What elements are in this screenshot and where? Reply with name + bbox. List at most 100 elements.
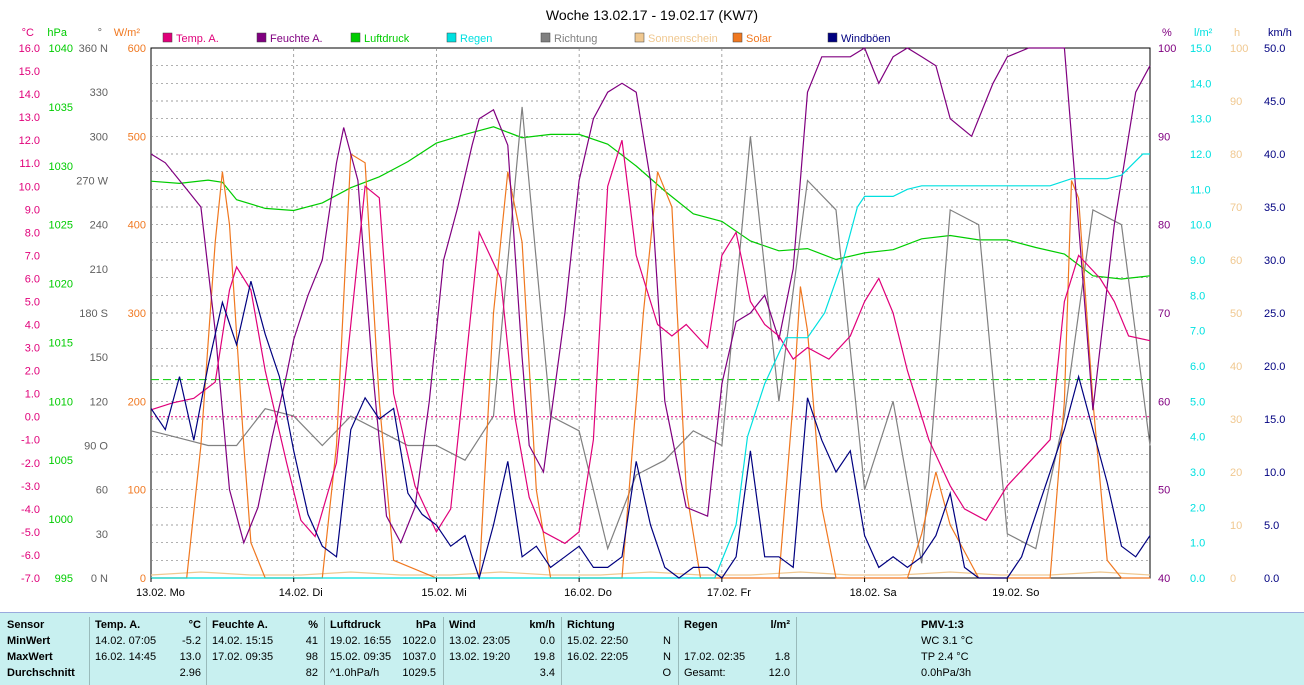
series-pressure	[150, 126, 1151, 280]
left-axis-tick: 15.0	[19, 66, 40, 78]
left-axis-unit: W/m²	[114, 27, 141, 39]
left-axis-tick: 1010	[49, 396, 73, 408]
left-axis-tick: 400	[128, 220, 146, 232]
weather-chart: Woche 13.02.17 - 19.02.17 (KW7) Temp. A.…	[19, 7, 1292, 599]
stats-header-rain: Regen	[684, 619, 718, 631]
right-axis-tick: 20.0	[1264, 361, 1285, 373]
legend-label-temp: Temp. A.	[176, 33, 219, 45]
right-axis-tick: 50	[1158, 485, 1170, 497]
left-axis-tick: -3.0	[21, 481, 40, 493]
stats-unit-hum: %	[308, 619, 318, 631]
stats-label-min: MinWert	[7, 635, 51, 647]
stats-hum-min-date: 14.02. 15:15	[212, 635, 274, 647]
left-axis-tick: -6.0	[21, 550, 40, 562]
stats-pressure-min-date: 19.02. 16:55	[330, 635, 392, 647]
legend-label-pressure: Luftdruck	[364, 33, 410, 45]
stats-temp-max-val: 13.0	[179, 651, 201, 663]
stats-header-temp: Temp. A.	[95, 619, 141, 631]
right-axis-tick: 3.0	[1190, 467, 1205, 479]
right-axis-tick: 9.0	[1190, 255, 1205, 267]
right-axis-tick: 15.0	[1190, 43, 1211, 55]
right-axis-tick: 60	[1230, 255, 1242, 267]
right-axis-tick: 30.0	[1264, 255, 1285, 267]
left-axis-tick: 5.0	[25, 296, 40, 308]
left-axis-tick: -7.0	[21, 573, 40, 585]
left-axis-tick: 11.0	[19, 158, 40, 170]
stats-pressure-max-date: 15.02. 09:35	[330, 651, 392, 663]
legend-swatch-solar	[732, 32, 743, 43]
stats-label-avg: Durchschnitt	[7, 667, 75, 679]
right-axis-unit: km/h	[1268, 27, 1292, 39]
stats-rain-max-val: 1.8	[774, 651, 790, 663]
right-axis-tick: 15.0	[1264, 414, 1285, 426]
right-axis-unit: h	[1234, 27, 1240, 39]
stats-dir-min-val: N	[663, 635, 671, 647]
stats-pressure-avg-val: 1029.5	[402, 667, 436, 679]
left-axis-tick: 300	[90, 131, 108, 143]
legend: Temp. A. Feuchte A. Luftdruck Regen Richtung…	[162, 32, 891, 45]
right-axis-unit: %	[1162, 27, 1172, 39]
left-axis-tick: 360 N	[79, 43, 108, 55]
grid	[151, 48, 1150, 578]
stats-wind-min-val: 0.0	[539, 635, 555, 647]
right-axis-tick: 30	[1230, 414, 1242, 426]
legend-label-solar: Solar	[746, 33, 772, 45]
left-axis-tick: 500	[128, 131, 146, 143]
x-tick-label: 13.02. Mo	[136, 587, 185, 599]
stats-wind-max-val: 19.8	[533, 651, 555, 663]
right-axis-tick: 5.0	[1190, 396, 1205, 408]
legend-label-hum: Feuchte A.	[270, 33, 323, 45]
left-axis-tick: 270 W	[76, 176, 108, 188]
series-gust	[150, 281, 1151, 581]
x-tick-label: 19.02. So	[992, 587, 1039, 599]
stats-temp-max-date: 16.02. 14:45	[95, 651, 157, 663]
right-axis-tick: 70	[1158, 308, 1170, 320]
right-axis-tick: 4.0	[1190, 432, 1205, 444]
right-axis-tick: 80	[1158, 220, 1170, 232]
stats-pressure-min-val: 1022.0	[402, 635, 436, 647]
left-axis-tick: 30	[96, 529, 108, 541]
stats-hum-max-val: 98	[305, 651, 318, 663]
stats-table: Sensor MinWert MaxWert Durchschnitt Temp…	[0, 612, 1304, 685]
legend-label-dir: Richtung	[554, 33, 597, 45]
stats-header-hum: Feuchte A.	[212, 619, 268, 631]
left-axis-unit: °C	[22, 27, 34, 39]
left-axis-tick: 210	[90, 264, 108, 276]
left-axis-tick: 1040	[49, 43, 73, 55]
stats-pmv-wc: WC 3.1 °C	[921, 635, 974, 647]
legend-swatch-dir	[540, 32, 551, 43]
right-axis-tick: 0.0	[1264, 573, 1279, 585]
right-axes: %100908070605040l/m²15.014.013.012.011.0…	[1158, 27, 1292, 585]
left-axis-tick: 330	[90, 87, 108, 99]
left-axis-tick: 1030	[49, 161, 73, 173]
left-axis-tick: 1005	[49, 455, 73, 467]
left-axis-tick: 13.0	[19, 112, 40, 124]
right-axis-tick: 5.0	[1264, 520, 1279, 532]
right-axis-unit: l/m²	[1194, 27, 1213, 39]
right-axis-tick: 1.0	[1190, 538, 1205, 550]
stats-hum-min-val: 41	[305, 635, 318, 647]
stats-pmv-trend: 0.0hPa/3h	[921, 667, 972, 679]
stats-dir-avg-val: O	[662, 667, 671, 679]
stats-wind-max-date: 13.02. 19:20	[449, 651, 511, 663]
x-tick-label: 18.02. Sa	[850, 587, 898, 599]
stats-wind-min-date: 13.02. 23:05	[449, 635, 511, 647]
right-axis-tick: 13.0	[1190, 114, 1211, 126]
legend-swatch-rain	[446, 32, 457, 43]
chart-title: Woche 13.02.17 - 19.02.17 (KW7)	[546, 7, 758, 23]
right-axis-tick: 25.0	[1264, 308, 1285, 320]
stats-dir-max-date: 16.02. 22:05	[567, 651, 629, 663]
stats-pmv-tp: TP 2.4 °C	[921, 651, 969, 663]
stats-label-max: MaxWert	[7, 651, 53, 663]
legend-swatch-pressure	[350, 32, 361, 43]
left-axes: °C 16.0 15.0 14.0 13.0 12.0 11.0 10.0 9.0 8.0 7.0 6…	[19, 27, 146, 585]
x-tick-label: 17.02. Fr	[707, 587, 751, 599]
left-axis-tick: -2.0	[21, 458, 40, 470]
stats-pressure-max-val: 1037.0	[402, 651, 436, 663]
left-axis-tick: 995	[55, 573, 73, 585]
left-axis-tick: 6.0	[25, 273, 40, 285]
stats-header-pmv: PMV-1:3	[921, 619, 964, 631]
left-axis-tick: 200	[128, 396, 146, 408]
left-axis-tick: 600	[128, 43, 146, 55]
left-axis-tick: 14.0	[19, 89, 40, 101]
